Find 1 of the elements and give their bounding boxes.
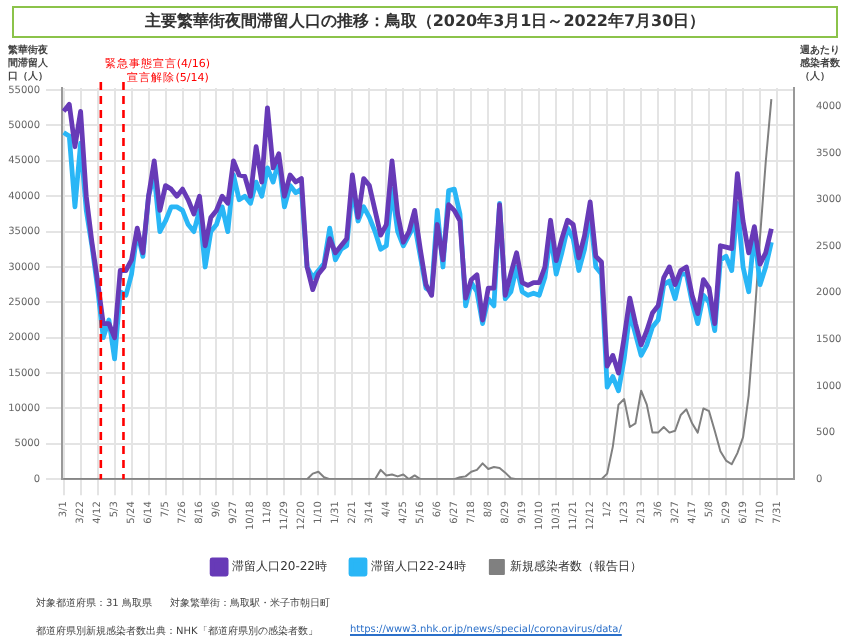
chart-title: 主要繁華街夜間滞留人口の推移：鳥取（2020年3月1日～2022年7月30日） bbox=[12, 6, 838, 38]
